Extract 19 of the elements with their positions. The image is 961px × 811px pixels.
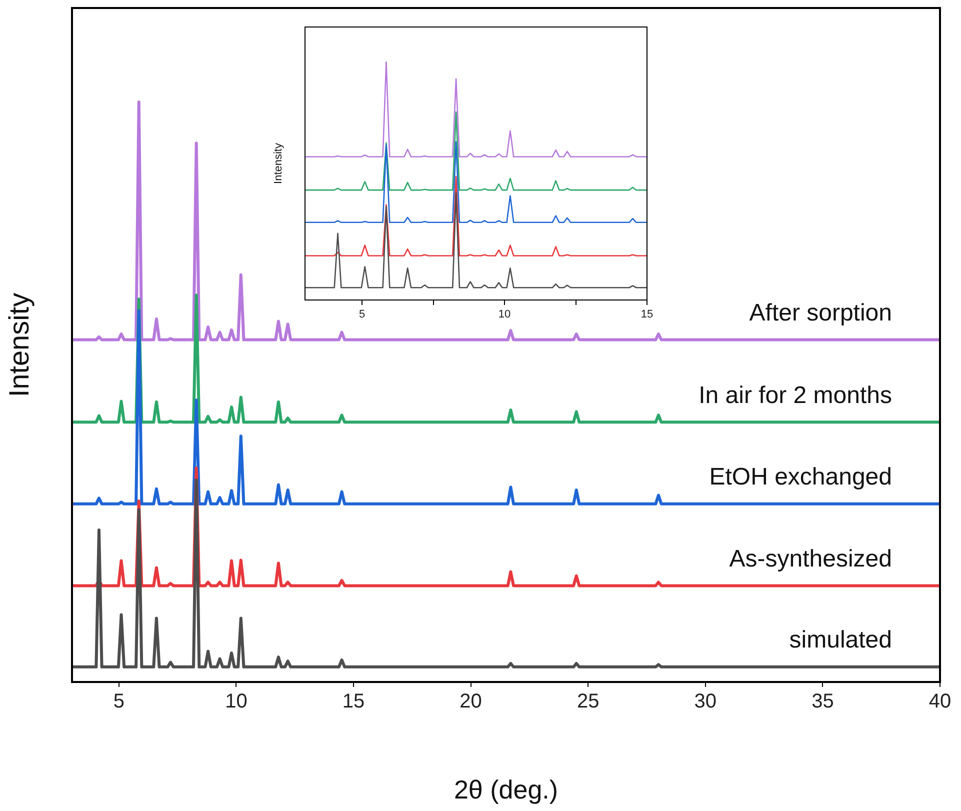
series-label: In air for 2 months bbox=[698, 382, 892, 409]
x-tick-label: 10 bbox=[225, 690, 248, 713]
series-label: After sorption bbox=[749, 299, 892, 326]
x-tick-label: 5 bbox=[358, 308, 366, 321]
x-axis-title: 2θ (deg.) bbox=[454, 774, 558, 805]
x-tick-label: 20 bbox=[460, 690, 482, 713]
x-tick-label: 15 bbox=[640, 308, 654, 321]
y-axis-title: Intensity bbox=[272, 142, 285, 184]
series-label: EtOH exchanged bbox=[709, 464, 892, 491]
x-tick-label: 15 bbox=[342, 690, 365, 713]
series-label: As-synthesized bbox=[729, 545, 892, 572]
x-tick-label: 25 bbox=[576, 690, 600, 713]
y-axis-title: Intensity bbox=[4, 292, 35, 398]
series-label: simulated bbox=[789, 626, 892, 654]
x-tick-label: 40 bbox=[928, 690, 952, 713]
x-tick-label: 10 bbox=[498, 308, 511, 321]
x-tick-label: 5 bbox=[113, 690, 124, 713]
x-tick-label: 35 bbox=[812, 690, 834, 713]
x-tick-label: 30 bbox=[694, 690, 717, 713]
